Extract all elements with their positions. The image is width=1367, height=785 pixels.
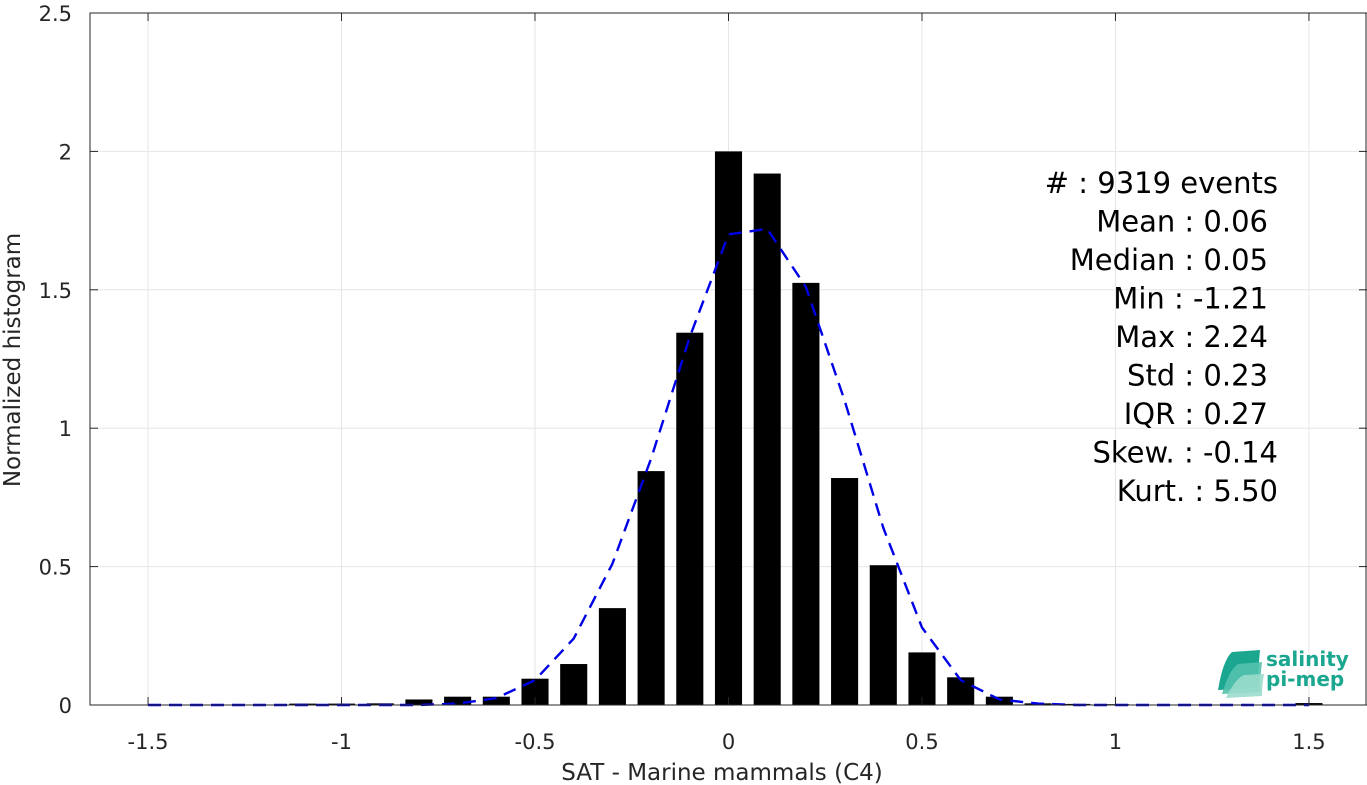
salinity-pi-mep-logo: salinity pi-mep [1218, 647, 1349, 698]
stats-line-2: Median : 0.05 [1070, 243, 1268, 277]
logo-waves-icon [1218, 650, 1264, 698]
x-tick-label-4: 0.5 [905, 730, 938, 754]
histogram-bar-12 [753, 173, 781, 705]
distribution-fit-line [148, 227, 1309, 707]
histogram-bar-15 [869, 565, 897, 705]
stats-line-1: Mean : 0.06 [1096, 205, 1268, 239]
histogram-bar-11 [714, 151, 743, 705]
histogram-bar-3 [405, 699, 433, 705]
histogram-bar-9 [637, 471, 665, 705]
y-tick-label-5: 2.5 [39, 2, 72, 26]
histogram-bar-8 [598, 608, 626, 705]
y-tick-label-0: 0 [59, 694, 72, 718]
y-axis-label: Normalized histogram [0, 233, 26, 487]
stats-line-6: IQR : 0.27 [1124, 397, 1268, 431]
x-tick-label-0: -1.5 [128, 730, 169, 754]
x-tick-label-2: -0.5 [515, 730, 556, 754]
x-axis-ticks: -1.5 -1 -0.5 0 0.5 1 1.5 [128, 13, 1326, 754]
histogram-bar-16 [908, 652, 936, 705]
histogram-bar-10 [676, 332, 704, 705]
x-tick-label-6: 1.5 [1292, 730, 1325, 754]
x-tick-label-5: 1 [1109, 730, 1122, 754]
y-axis-ticks: 0 0.5 1 1.5 2 2.5 [39, 2, 1367, 718]
stats-line-3: Min : -1.21 [1113, 282, 1268, 316]
y-tick-label-1: 0.5 [39, 556, 72, 580]
statistics-box: # : 9319 events Mean : 0.06 Median : 0.05 M… [1045, 166, 1278, 508]
stats-line-7: Skew. : -0.14 [1092, 436, 1278, 470]
logo-text-pi-mep: pi-mep [1266, 667, 1344, 691]
stats-line-5: Std : 0.23 [1127, 359, 1268, 393]
x-tick-label-1: -1 [331, 730, 352, 754]
histogram-bar-5 [482, 696, 510, 705]
histogram-bar-17 [947, 677, 975, 705]
histogram-bars [289, 151, 1323, 705]
histogram-bar-18 [985, 696, 1013, 705]
y-tick-label-2: 1 [59, 417, 72, 441]
histogram-bar-7 [560, 664, 588, 705]
logo-text-salinity: salinity [1266, 647, 1349, 671]
x-axis-label: SAT - Marine mammals (C4) [561, 760, 883, 785]
y-tick-label-3: 1.5 [39, 279, 72, 303]
y-tick-label-4: 2 [59, 140, 72, 164]
stats-line-4: Max : 2.24 [1115, 320, 1268, 354]
histogram-bar-4 [444, 696, 472, 705]
histogram-bar-14 [831, 478, 859, 705]
x-tick-label-3: 0 [722, 730, 735, 754]
histogram-bar-13 [792, 282, 820, 705]
stats-line-0: # : 9319 events [1045, 166, 1278, 200]
stats-line-8: Kurt. : 5.50 [1117, 474, 1278, 508]
